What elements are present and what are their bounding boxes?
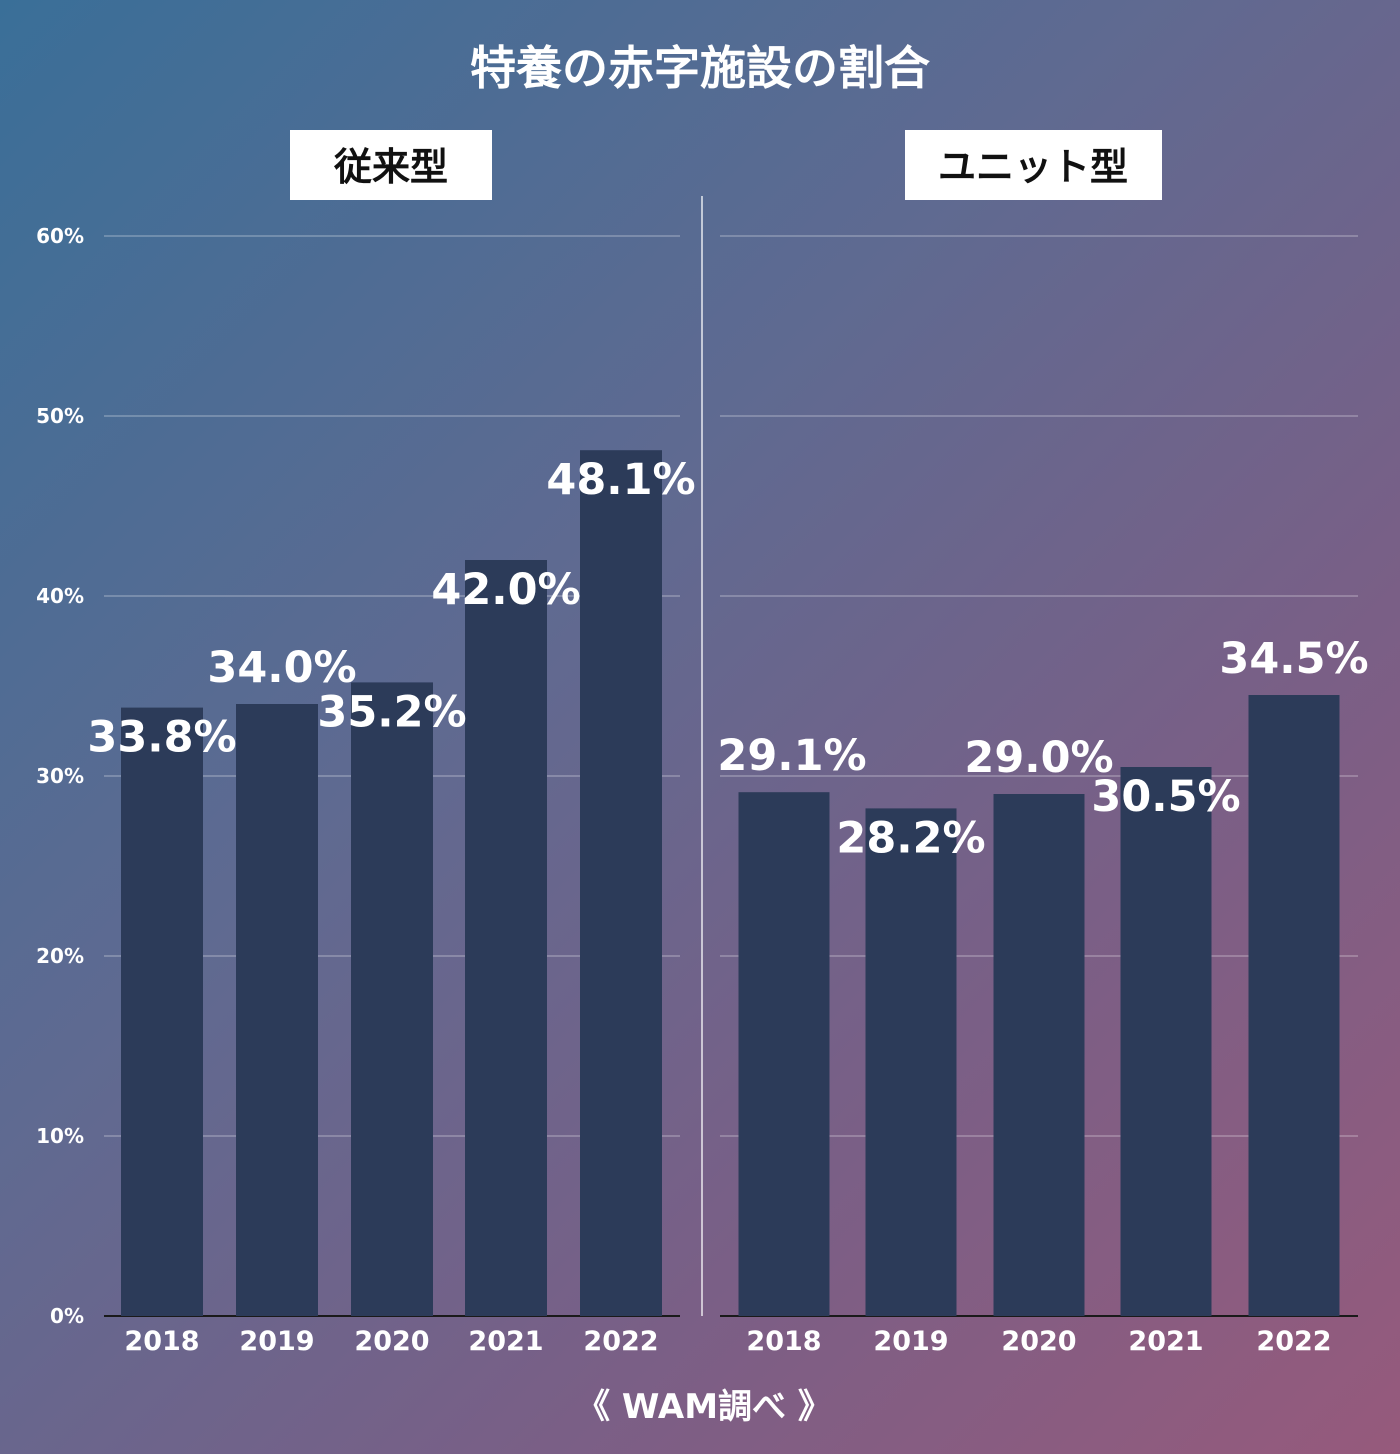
- x-tick-label: 2021: [1128, 1326, 1203, 1357]
- x-tick-label: 2020: [354, 1326, 429, 1357]
- y-tick-label: 30%: [36, 764, 84, 788]
- y-tick-label: 40%: [36, 584, 84, 608]
- x-tick-label: 2021: [468, 1326, 543, 1357]
- y-tick-label: 10%: [36, 1124, 84, 1148]
- x-tick-label: 2022: [1256, 1326, 1331, 1357]
- bar: [1248, 695, 1340, 1316]
- y-tick-label: 60%: [36, 224, 84, 248]
- x-tick-label: 2022: [583, 1326, 658, 1357]
- x-ticks-traditional: 2018 2019 2020 2021 2022: [124, 1326, 658, 1357]
- bar: [738, 792, 830, 1316]
- bar: [865, 808, 957, 1316]
- panel-title-traditional: 従来型: [333, 145, 448, 189]
- data-label: 34.0%: [207, 643, 356, 693]
- bar: [1120, 767, 1212, 1316]
- bars-traditional: [121, 450, 662, 1316]
- x-tick-label: 2020: [1001, 1326, 1076, 1357]
- x-ticks-unit: 2018 2019 2020 2021 2022: [746, 1326, 1331, 1357]
- data-labels-traditional: 33.8% 34.0%35.2% 42.0% 48.1%: [87, 455, 695, 762]
- panel-title-unit: ユニット型: [938, 145, 1128, 189]
- x-tick-label: 2019: [873, 1326, 948, 1357]
- x-tick-label: 2018: [746, 1326, 821, 1357]
- bars-unit: [738, 695, 1340, 1316]
- bar: [351, 682, 433, 1316]
- source-note: 《 WAM調べ 》: [576, 1387, 832, 1427]
- y-axis: 0% 10% 20% 30% 40% 50% 60%: [36, 224, 84, 1328]
- x-tick-label: 2018: [124, 1326, 199, 1357]
- chart-title: 特養の赤字施設の割合: [470, 41, 930, 95]
- y-tick-label: 0%: [50, 1304, 84, 1328]
- data-label: 42.0%: [431, 565, 580, 615]
- data-label: 48.1%: [546, 455, 695, 505]
- bar: [465, 560, 547, 1316]
- data-label: 34.5%: [1219, 634, 1368, 684]
- data-label: 28.2%: [836, 813, 985, 863]
- bar: [236, 704, 318, 1316]
- y-tick-label: 20%: [36, 944, 84, 968]
- data-label: 29.0%: [964, 733, 1113, 783]
- bar: [580, 450, 662, 1316]
- panel-title-box-unit: [905, 130, 1162, 200]
- x-tick-label: 2019: [239, 1326, 314, 1357]
- data-label: 33.8%: [87, 713, 236, 763]
- y-tick-label: 50%: [36, 404, 84, 428]
- data-labels-unit: 29.1% 28.2% 29.0%30.5% 34.5%: [717, 634, 1368, 863]
- panel-title-box-traditional: [290, 130, 492, 200]
- bar: [993, 794, 1085, 1316]
- data-label: 35.2%: [317, 687, 466, 737]
- bar: [121, 707, 203, 1316]
- data-label: 29.1%: [717, 731, 866, 781]
- data-label: 30.5%: [1091, 772, 1240, 822]
- panel-traditional: 従来型 0% 10% 20% 30% 40% 50% 60% 2018 2019 2020 202…: [36, 130, 696, 1357]
- panel-unit: ユニット型 2018 2019 2020 2021 2022 29.1%28.2%29.…: [717, 130, 1369, 1357]
